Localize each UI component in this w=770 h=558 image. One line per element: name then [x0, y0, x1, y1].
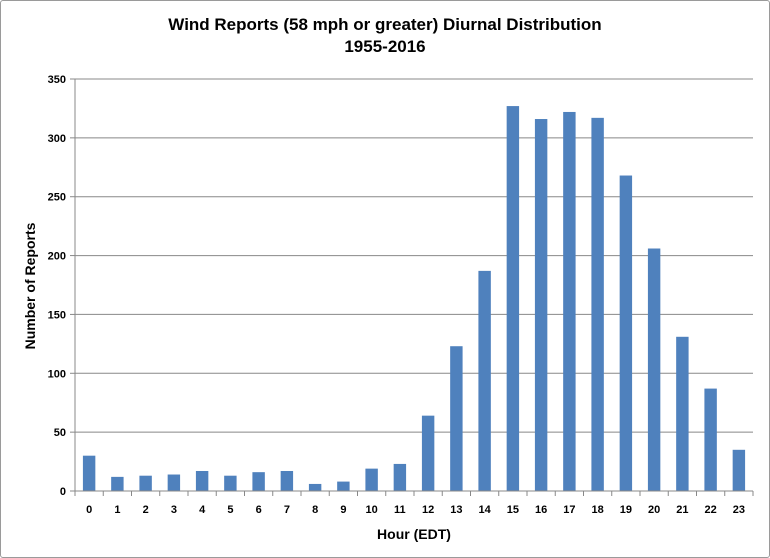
x-tick-label: 19: [620, 504, 632, 516]
x-tick-label: 10: [366, 504, 378, 516]
bar-hour-18: [591, 117, 604, 492]
x-tick-label: 12: [422, 504, 434, 516]
x-tick-label: 14: [479, 504, 492, 516]
bar-hour-16: [534, 119, 548, 491]
x-tick-label: 21: [676, 504, 688, 516]
x-tick-label: 15: [507, 504, 519, 516]
x-tick-label: 4: [199, 504, 206, 516]
x-tick-label: 1: [114, 504, 120, 516]
x-tick-label: 13: [450, 504, 462, 516]
bar-hour-3: [167, 474, 181, 491]
chart-subtitle: 1955-2016: [344, 37, 426, 56]
bar-hour-11: [393, 463, 407, 491]
x-tick-label: 17: [563, 504, 575, 516]
x-tick-label: 3: [171, 504, 177, 516]
bar-hour-19: [619, 175, 633, 492]
y-tick-labels: 0 50 100 150 200 250 300 350: [48, 74, 66, 498]
x-axis-title: Hour (EDT): [377, 526, 451, 542]
bar-hour-12: [421, 415, 435, 491]
x-tick-label: 16: [535, 504, 547, 516]
y-tick-label: 350: [48, 74, 66, 86]
y-axis-title: Number of Reports: [22, 222, 38, 349]
x-tick-label: 2: [143, 504, 149, 516]
bar-hour-23: [732, 449, 746, 491]
y-tick-label: 150: [48, 309, 66, 321]
bar-hour-1: [111, 476, 124, 491]
y-tick-label: 300: [48, 133, 66, 145]
x-tick-label: 9: [340, 504, 346, 516]
y-tick-label: 100: [48, 368, 66, 380]
x-tick-label: 23: [733, 504, 745, 516]
chart-title: Wind Reports (58 mph or greater) Diurnal…: [168, 15, 602, 34]
bar-hour-8: [308, 483, 322, 491]
x-tick-label: 7: [284, 504, 290, 516]
x-tick-labels: 0 1 2 3 4 5 6 7 8 9 10 11 12 13 14 15 16 17 18 19 20 21 22 23: [86, 504, 745, 516]
x-tick-label: 8: [312, 504, 318, 516]
axes: [70, 78, 754, 496]
bar-hour-2: [139, 475, 152, 491]
bar-hour-10: [365, 468, 378, 491]
y-tick-label: 250: [48, 192, 66, 204]
bar-hour-9: [337, 481, 350, 491]
x-tick-label: 20: [648, 504, 660, 516]
bar-hour-14: [478, 270, 491, 491]
bar-hour-13: [450, 346, 463, 491]
bars: [82, 106, 746, 492]
x-tick-label: 6: [256, 504, 262, 516]
bar-hour-15: [506, 106, 520, 492]
x-tick-label: 5: [227, 504, 233, 516]
bar-hour-17: [563, 111, 576, 492]
x-tick-label: 11: [394, 504, 406, 516]
bar-hour-20: [647, 248, 661, 491]
x-tick-label: 22: [705, 504, 717, 516]
x-tick-label: 18: [592, 504, 604, 516]
bar-hour-21: [676, 336, 689, 491]
bar-hour-22: [704, 388, 717, 491]
y-tick-label: 0: [60, 486, 66, 498]
bar-hour-6: [252, 472, 265, 491]
y-tick-label: 200: [48, 251, 66, 263]
y-tick-label: 50: [54, 427, 66, 439]
x-tick-label: 0: [86, 504, 92, 516]
bar-hour-4: [195, 470, 209, 491]
bar-hour-5: [224, 475, 237, 491]
bar-hour-7: [280, 470, 294, 491]
gridlines: [75, 78, 753, 433]
bar-hour-0: [82, 455, 96, 491]
